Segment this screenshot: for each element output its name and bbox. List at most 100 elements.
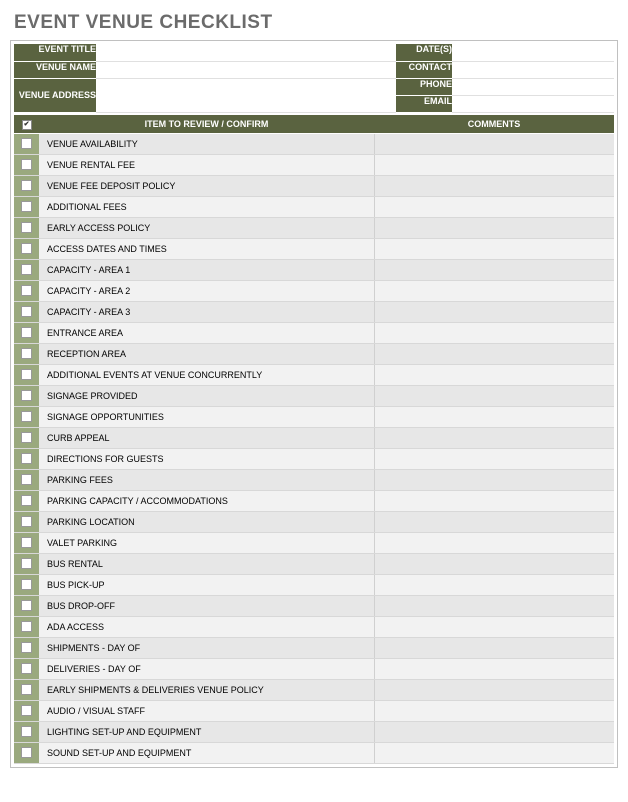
comment-cell[interactable] bbox=[374, 595, 614, 616]
comment-cell[interactable] bbox=[374, 259, 614, 280]
comment-cell[interactable] bbox=[374, 511, 614, 532]
comment-cell[interactable] bbox=[374, 427, 614, 448]
checkbox-cell[interactable] bbox=[14, 448, 39, 469]
comment-cell[interactable] bbox=[374, 658, 614, 679]
comment-cell[interactable] bbox=[374, 721, 614, 742]
checkbox-cell[interactable] bbox=[14, 259, 39, 280]
item-label: VENUE RENTAL FEE bbox=[39, 154, 374, 175]
checkbox-icon[interactable] bbox=[21, 285, 32, 296]
comment-cell[interactable] bbox=[374, 406, 614, 427]
item-label: VALET PARKING bbox=[39, 532, 374, 553]
checkbox-icon[interactable] bbox=[21, 705, 32, 716]
comment-cell[interactable] bbox=[374, 574, 614, 595]
checkbox-icon[interactable] bbox=[21, 180, 32, 191]
comment-cell[interactable] bbox=[374, 532, 614, 553]
checkbox-icon[interactable] bbox=[21, 432, 32, 443]
comment-cell[interactable] bbox=[374, 742, 614, 763]
checkbox-cell[interactable] bbox=[14, 511, 39, 532]
comment-cell[interactable] bbox=[374, 322, 614, 343]
checkbox-icon[interactable] bbox=[21, 558, 32, 569]
checkbox-icon[interactable] bbox=[21, 138, 32, 149]
checkbox-icon[interactable] bbox=[21, 579, 32, 590]
checkbox-cell[interactable] bbox=[14, 616, 39, 637]
comment-cell[interactable] bbox=[374, 385, 614, 406]
checkbox-cell[interactable] bbox=[14, 385, 39, 406]
comment-cell[interactable] bbox=[374, 553, 614, 574]
checkbox-icon[interactable] bbox=[21, 474, 32, 485]
checkbox-icon[interactable] bbox=[21, 621, 32, 632]
checkbox-cell[interactable] bbox=[14, 595, 39, 616]
checkbox-cell[interactable] bbox=[14, 343, 39, 364]
checkbox-cell[interactable] bbox=[14, 658, 39, 679]
field-venue-name[interactable] bbox=[96, 61, 396, 78]
checkbox-icon[interactable] bbox=[21, 348, 32, 359]
checkbox-icon[interactable] bbox=[21, 663, 32, 674]
comment-cell[interactable] bbox=[374, 343, 614, 364]
comment-cell[interactable] bbox=[374, 448, 614, 469]
checkbox-cell[interactable] bbox=[14, 406, 39, 427]
checkbox-cell[interactable] bbox=[14, 469, 39, 490]
checkbox-icon[interactable] bbox=[21, 642, 32, 653]
comment-cell[interactable] bbox=[374, 217, 614, 238]
checkbox-cell[interactable] bbox=[14, 364, 39, 385]
comment-cell[interactable] bbox=[374, 490, 614, 511]
checkbox-cell[interactable] bbox=[14, 280, 39, 301]
checkbox-cell[interactable] bbox=[14, 637, 39, 658]
checkbox-icon[interactable] bbox=[21, 390, 32, 401]
field-dates[interactable] bbox=[452, 44, 614, 61]
checkbox-icon[interactable] bbox=[21, 726, 32, 737]
checkbox-cell[interactable] bbox=[14, 322, 39, 343]
comment-cell[interactable] bbox=[374, 469, 614, 490]
checkbox-icon[interactable] bbox=[21, 327, 32, 338]
checkbox-cell[interactable] bbox=[14, 700, 39, 721]
checkbox-icon[interactable] bbox=[21, 453, 32, 464]
comment-cell[interactable] bbox=[374, 238, 614, 259]
field-contact[interactable] bbox=[452, 61, 614, 78]
checkbox-cell[interactable] bbox=[14, 175, 39, 196]
checkbox-icon[interactable] bbox=[21, 537, 32, 548]
comment-cell[interactable] bbox=[374, 679, 614, 700]
comment-cell[interactable] bbox=[374, 196, 614, 217]
checkbox-cell[interactable] bbox=[14, 679, 39, 700]
checkbox-icon[interactable] bbox=[21, 747, 32, 758]
checkbox-cell[interactable] bbox=[14, 721, 39, 742]
comment-cell[interactable] bbox=[374, 364, 614, 385]
field-phone[interactable] bbox=[452, 78, 614, 95]
comment-cell[interactable] bbox=[374, 154, 614, 175]
comment-cell[interactable] bbox=[374, 637, 614, 658]
checkbox-cell[interactable] bbox=[14, 217, 39, 238]
checkbox-icon[interactable] bbox=[21, 411, 32, 422]
comment-cell[interactable] bbox=[374, 133, 614, 154]
checkbox-cell[interactable] bbox=[14, 196, 39, 217]
checkbox-cell[interactable] bbox=[14, 427, 39, 448]
comment-cell[interactable] bbox=[374, 616, 614, 637]
field-event-title[interactable] bbox=[96, 44, 396, 61]
checkbox-icon[interactable] bbox=[21, 264, 32, 275]
checkbox-cell[interactable] bbox=[14, 133, 39, 154]
checkbox-icon[interactable] bbox=[21, 600, 32, 611]
checkbox-cell[interactable] bbox=[14, 574, 39, 595]
checkbox-icon[interactable] bbox=[21, 306, 32, 317]
checkbox-cell[interactable] bbox=[14, 490, 39, 511]
label-email: EMAIL bbox=[396, 95, 452, 112]
checkbox-icon[interactable] bbox=[21, 495, 32, 506]
comment-cell[interactable] bbox=[374, 301, 614, 322]
checkbox-icon[interactable] bbox=[21, 684, 32, 695]
checkbox-cell[interactable] bbox=[14, 154, 39, 175]
comment-cell[interactable] bbox=[374, 280, 614, 301]
field-venue-address[interactable] bbox=[96, 78, 396, 112]
checkbox-cell[interactable] bbox=[14, 532, 39, 553]
checkbox-icon[interactable] bbox=[21, 201, 32, 212]
checkbox-cell[interactable] bbox=[14, 238, 39, 259]
checkbox-icon[interactable] bbox=[21, 369, 32, 380]
checkbox-cell[interactable] bbox=[14, 301, 39, 322]
checkbox-icon[interactable] bbox=[21, 243, 32, 254]
field-email[interactable] bbox=[452, 95, 614, 112]
comment-cell[interactable] bbox=[374, 700, 614, 721]
checkbox-icon[interactable] bbox=[21, 159, 32, 170]
checkbox-icon[interactable] bbox=[21, 516, 32, 527]
checkbox-icon[interactable] bbox=[21, 222, 32, 233]
comment-cell[interactable] bbox=[374, 175, 614, 196]
checkbox-cell[interactable] bbox=[14, 553, 39, 574]
checkbox-cell[interactable] bbox=[14, 742, 39, 763]
